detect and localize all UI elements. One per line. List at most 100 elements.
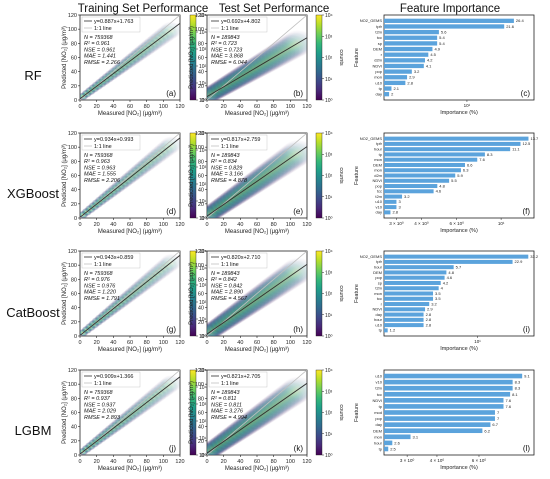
importance-bar [384,291,434,296]
importance-bar [384,323,424,328]
legend-identity-label: 1:1 line [94,144,112,150]
bar-value-label: 3.2 [404,194,410,199]
colorbar-tick-label: 10¹ [199,81,207,87]
importance-bar [384,312,424,317]
stat-4: RMSE = 2.266 [84,60,121,66]
y-tick-label: 80 [198,396,204,402]
colorbar [315,14,323,101]
colorbar-tick-label: 10² [325,174,333,180]
importance-bar [384,265,454,270]
x-tick-label: 60 [127,222,133,228]
bar-value-label: 2.8 [407,80,413,85]
y-tick-label: 0 [74,334,77,340]
x-tick-label: 0 [205,340,208,346]
stat-0: N = 759368 [84,390,114,396]
identity-line [207,133,307,218]
colorbar-tick-label: 10⁴ [325,131,333,137]
importance-bar [384,136,529,141]
importance-bar [384,296,434,301]
x-tick-label: 40 [237,340,243,346]
importance-bar [384,80,406,86]
bar-value-label: 33.2 [530,254,539,259]
importance-bar [384,189,434,194]
y-axis-label: Predicted [NO₂] (μg/m³) [62,144,68,207]
x-tick-label: 120 [302,222,311,228]
y-tick-label: 0 [201,334,204,340]
colorbar-tick-label: 10² [199,182,207,188]
colorbar [189,369,197,456]
panel-letter: (j) [169,444,176,453]
colorbar [189,132,197,219]
y-tick-label: 80 [71,41,77,47]
bar-value-label: 2.8 [426,317,432,322]
colorbar-label: counts [338,49,344,65]
feature-label: tcc [377,296,382,301]
stat-0: N = 189843 [211,35,241,41]
y-tick-label: 60 [198,292,204,298]
feature-label: t2m [375,386,382,391]
x-tick-label: 4 × 10⁰ [414,221,429,226]
feature-label: mon [374,291,382,296]
legend-box [81,252,141,269]
bar-value-label: 7 [497,410,500,415]
colorbar-tick-label: 10² [325,292,333,298]
x-tick-label: 20 [221,459,227,465]
legend-fit-label: y=0.820x+2.710 [221,255,260,261]
stat-4: RMSE = 4.878 [211,178,248,184]
y-axis-label: Feature [354,403,360,422]
bar-value-label: 6.3 [463,168,469,173]
x-tick-label: 0 [205,459,208,465]
colorbar-tick-label: 10⁴ [325,249,333,255]
y-axis-label: Feature [354,284,360,303]
y-tick-label: 80 [198,41,204,47]
y-tick-label: 100 [195,27,204,33]
feature-label: t2m [375,286,382,291]
feature-label: tcc [377,35,382,40]
colorbar [315,132,323,219]
legend-box [208,371,268,388]
bar-value-label: 5.7 [456,264,462,269]
y-tick-label: 60 [71,292,77,298]
x-tick-label: 120 [302,104,311,110]
importance-bar [384,69,412,74]
x-tick-label: 6 × 10⁰ [472,458,487,463]
feature-label: NDVI [372,63,382,68]
x-tick-label: 100 [286,340,295,346]
feature-label: hour [374,317,383,322]
feature-label: NO2_GEMS [360,254,383,259]
stat-3: MAE = 2.890 [211,290,244,296]
stat-0: N = 189843 [211,153,241,159]
colorbar [189,14,197,101]
bar-value-label: 2.9 [409,75,415,80]
feature-label: day [376,92,382,97]
feature-label: DEM [373,162,382,167]
y-tick-label: 60 [198,411,204,417]
panel-letter: (c) [521,89,531,98]
colorbar-tick-label: 10² [325,56,333,62]
feature-label: sp [378,280,383,285]
colorbar-tick-label: 10⁰ [325,334,333,340]
feature-label: tcc [377,392,382,397]
feature-label: pop [375,416,382,421]
legend-identity-label: 1:1 line [221,381,239,387]
importance-bar [384,385,513,391]
x-tick-label: 80 [144,104,150,110]
density-blob [281,257,307,284]
x-tick-label: 0 [78,340,81,346]
feature-label: hour [374,264,383,269]
x-tick-label: 80 [271,222,277,228]
colorbar-label: counts [338,167,344,183]
bar-value-label: 2.6 [394,440,400,445]
feature-label: day [376,312,382,317]
x-tick-label: 40 [110,104,116,110]
legend-fit-label: y=0.943x+0.859 [94,255,133,261]
importance-bar [384,280,441,285]
y-tick-label: 100 [195,263,204,269]
scatter-panel-a: 0 20 40 60 80 100 120 0 20 40 60 80 100 120 Measured [… [62,13,218,117]
y-tick-label: 0 [74,453,77,459]
bar-value-label: 4.8 [448,270,454,275]
importance-bar [384,446,389,452]
x-tick-label: 120 [175,104,184,110]
x-tick-label: 10¹ [464,103,471,108]
